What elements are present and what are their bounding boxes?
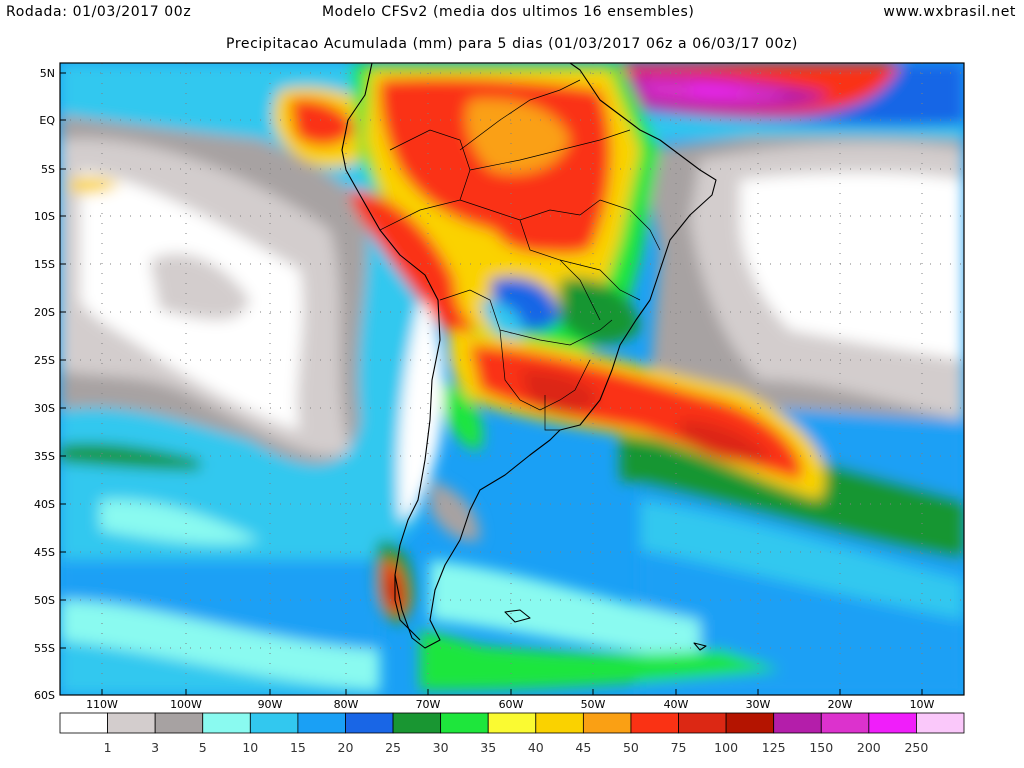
latitude-axis: 5N EQ 5S 10S 15S 20S 25S 30S 35S 40S 45S 50S 55S 60S xyxy=(34,67,66,702)
lat-label: 30S xyxy=(34,402,55,415)
colorbar-label: 125 xyxy=(762,740,786,755)
lon-label: 50W xyxy=(581,698,606,711)
colorbar-label: 1 xyxy=(104,740,112,755)
colorbar-labels: 1 3 5 10 15 20 25 30 35 40 45 50 75 100 125 150 200 250 xyxy=(104,740,929,755)
colorbar-label: 75 xyxy=(671,740,687,755)
colorbar-swatch xyxy=(297,712,346,734)
colorbar-swatch xyxy=(725,712,775,734)
colorbar-label: 3 xyxy=(151,740,159,755)
precipitation-colorbar xyxy=(59,712,965,734)
colorbar-swatch xyxy=(535,712,584,734)
colorbar-swatch xyxy=(202,712,251,734)
colorbar-swatch xyxy=(868,712,917,734)
colorbar-swatch xyxy=(392,712,442,734)
lat-label: 55S xyxy=(34,642,55,655)
lon-label: 70W xyxy=(416,698,441,711)
lat-label: 15S xyxy=(34,258,55,271)
colorbar-swatch xyxy=(487,712,537,734)
model-label: Modelo CFSv2 (media dos ultimos 16 ensem… xyxy=(322,4,695,20)
lon-label: 90W xyxy=(258,698,283,711)
lon-label: 100W xyxy=(170,698,202,711)
colorbar-swatch xyxy=(773,712,822,734)
lon-label: 10W xyxy=(910,698,935,711)
colorbar-swatch xyxy=(630,712,679,734)
colorbar-label: 5 xyxy=(199,740,207,755)
colorbar-label: 150 xyxy=(809,740,833,755)
colorbar-label: 10 xyxy=(242,740,258,755)
lat-label: 20S xyxy=(34,306,55,319)
lat-label: 10S xyxy=(34,210,55,223)
colorbar-swatch xyxy=(249,712,299,734)
colorbar-label: 35 xyxy=(480,740,496,755)
lat-label: 5S xyxy=(41,163,55,176)
lon-label: 80W xyxy=(334,698,359,711)
colorbar-swatch xyxy=(440,712,489,734)
country-borders xyxy=(379,79,661,431)
lon-label: 30W xyxy=(746,698,771,711)
colorbar-label: 40 xyxy=(528,740,544,755)
website-label: www.wxbrasil.net xyxy=(883,4,1016,20)
colorbar-swatch xyxy=(59,712,108,734)
colorbar-label: 200 xyxy=(857,740,881,755)
colorbar-label: 250 xyxy=(904,740,928,755)
lon-label: 20W xyxy=(828,698,853,711)
map-frame xyxy=(59,62,965,696)
lat-label: 35S xyxy=(34,450,55,463)
coastlines xyxy=(341,62,717,651)
lat-label: 60S xyxy=(34,689,55,702)
lat-label: 5N xyxy=(40,67,55,80)
lon-label: 40W xyxy=(664,698,689,711)
colorbar-label: 20 xyxy=(338,740,354,755)
colorbar-label: 25 xyxy=(385,740,401,755)
colorbar-swatch xyxy=(107,712,156,734)
colorbar-swatch xyxy=(582,712,632,734)
colorbar-swatch xyxy=(820,712,870,734)
lon-label: 110W xyxy=(86,698,118,711)
lat-label: EQ xyxy=(39,114,55,127)
colorbar-swatch xyxy=(154,712,204,734)
precip-field xyxy=(60,63,964,695)
lat-label: 45S xyxy=(34,546,55,559)
colorbar-label: 45 xyxy=(575,740,591,755)
longitude-axis: 110W 100W 90W 80W 70W 60W 50W 40W 30W 20W 10W xyxy=(86,689,935,711)
lon-label: 60W xyxy=(499,698,524,711)
graticule xyxy=(60,63,964,695)
colorbar-swatch xyxy=(916,712,965,734)
colorbar-label: 100 xyxy=(714,740,738,755)
lat-label: 25S xyxy=(34,354,55,367)
lat-label: 40S xyxy=(34,498,55,511)
colorbar-label: 30 xyxy=(433,740,449,755)
colorbar-label: 15 xyxy=(290,740,306,755)
colorbar-label: 50 xyxy=(623,740,639,755)
run-date-label: Rodada: 01/03/2017 00z xyxy=(6,4,192,20)
lat-label: 50S xyxy=(34,594,55,607)
map-title: Precipitacao Acumulada (mm) para 5 dias … xyxy=(226,36,798,52)
colorbar-swatch xyxy=(345,712,394,734)
colorbar-swatch xyxy=(678,712,727,734)
